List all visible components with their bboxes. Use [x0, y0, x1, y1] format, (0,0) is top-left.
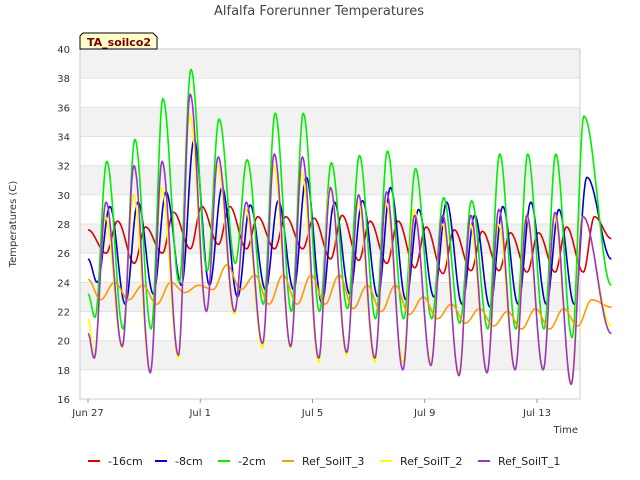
y-tick-label: 38: [57, 74, 70, 85]
grid-band: [80, 49, 580, 79]
series-line-ref-soilt-3: [87, 264, 612, 330]
legend-label: -8cm: [175, 455, 203, 468]
legend-label: -16cm: [108, 455, 143, 468]
x-tick-label: Jul 1: [188, 408, 211, 419]
x-tick-label: Jul 13: [522, 408, 551, 419]
annotation-tag-text: TA_soilco2: [87, 36, 151, 49]
annotation-tag: TA_soilco2: [79, 32, 158, 50]
y-axis-label: Temperatures (C): [8, 181, 19, 269]
y-tick-label: 16: [57, 395, 70, 406]
y-tick-label: 28: [57, 220, 70, 231]
legend-label: Ref_SoilT_3: [302, 455, 364, 468]
x-axis-ticks: Jun 27 Jul 1 Jul 5 Jul 9 Jul 13: [71, 399, 551, 419]
y-tick-label: 40: [57, 45, 70, 56]
x-tick-label: Jun 27: [71, 408, 104, 419]
grid-band: [80, 78, 580, 108]
y-tick-label: 36: [57, 103, 70, 114]
grid-band: [80, 340, 580, 370]
annotation-tag-box: [79, 32, 158, 50]
series-line-ref-soilt-1: [87, 93, 612, 386]
y-tick-label: 24: [57, 278, 70, 289]
legend-label: Ref_SoilT_2: [400, 455, 462, 468]
series-line-2cm: [87, 68, 612, 339]
grid-band: [80, 369, 580, 399]
y-axis-ticks: 16 18 20 22 24 26 28 30 32 34 36 38 40: [57, 45, 70, 406]
y-tick-label: 34: [57, 133, 70, 144]
x-axis-label: Time: [553, 425, 578, 436]
chart-title: Alfalfa Forerunner Temperatures: [214, 4, 424, 19]
grid-band: [80, 107, 580, 137]
y-tick-label: 26: [57, 249, 70, 260]
series-line-16cm: [87, 205, 612, 275]
y-tick-label: 20: [57, 337, 70, 348]
y-tick-label: 32: [57, 162, 70, 173]
x-tick-label: Jul 5: [301, 408, 324, 419]
legend: -16cm -8cm -2cm Ref_SoilT_3 Ref_SoilT_2 Ref_S…: [88, 455, 560, 468]
y-tick-label: 30: [57, 191, 70, 202]
series-lines: [87, 68, 612, 386]
plot-frame: [79, 48, 581, 400]
legend-label: -2cm: [238, 455, 266, 468]
y-tick-label: 22: [57, 308, 70, 319]
y-tick-label: 18: [57, 366, 70, 377]
x-tick-label: Jul 9: [413, 408, 436, 419]
grid-band: [80, 136, 580, 166]
grid-band: [80, 311, 580, 341]
legend-label: Ref_SoilT_1: [498, 455, 560, 468]
